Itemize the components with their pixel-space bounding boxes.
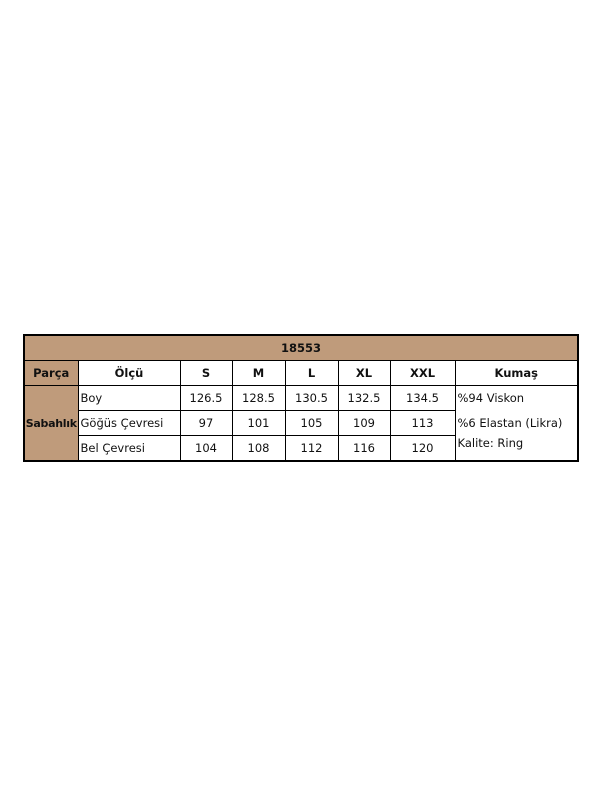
cell: 112 [284, 435, 339, 462]
table-row: Göğüs Çevresi 97 101 105 109 113 %6 Elas… [24, 410, 579, 436]
cell: 97 [179, 410, 233, 436]
row-label: Boy [77, 385, 181, 411]
cell: 109 [337, 410, 391, 436]
fabric-line: Kalite: Ring [454, 435, 579, 462]
cell: 120 [389, 435, 456, 462]
size-chart-table: 18553 Parça Ölçü S M L XL XXL Kumaş Saba… [23, 334, 580, 462]
cell: 130.5 [284, 385, 339, 411]
cell: 132.5 [337, 385, 391, 411]
header-xxl: XXL [389, 360, 456, 386]
cell: 128.5 [231, 385, 286, 411]
part-cell: Sabahlık [23, 385, 79, 462]
cell: 101 [231, 410, 286, 436]
table-row: Bel Çevresi 104 108 112 116 120 Kalite: … [24, 435, 579, 462]
fabric-line: %6 Elastan (Likra) [454, 410, 579, 436]
header-part: Parça [23, 360, 79, 386]
header-fabric: Kumaş [454, 360, 579, 386]
cell: 108 [231, 435, 286, 462]
header-xl: XL [337, 360, 391, 386]
cell: 105 [284, 410, 339, 436]
header-m: M [231, 360, 286, 386]
table-row: Sabahlık Boy 126.5 128.5 130.5 132.5 134… [23, 385, 579, 462]
row-label: Göğüs Çevresi [77, 410, 181, 436]
cell: 116 [337, 435, 391, 462]
header-l: L [284, 360, 339, 386]
header-s: S [179, 360, 233, 386]
header-measure: Ölçü [77, 360, 181, 386]
cell: 104 [179, 435, 233, 462]
table-title: 18553 [23, 334, 579, 361]
cell: 134.5 [389, 385, 456, 411]
row-label: Bel Çevresi [77, 435, 181, 462]
cell: 113 [389, 410, 456, 436]
header-row: Parça Ölçü S M L XL XXL Kumaş [23, 360, 579, 386]
fabric-line: %94 Viskon [454, 385, 579, 411]
cell: 126.5 [179, 385, 233, 411]
